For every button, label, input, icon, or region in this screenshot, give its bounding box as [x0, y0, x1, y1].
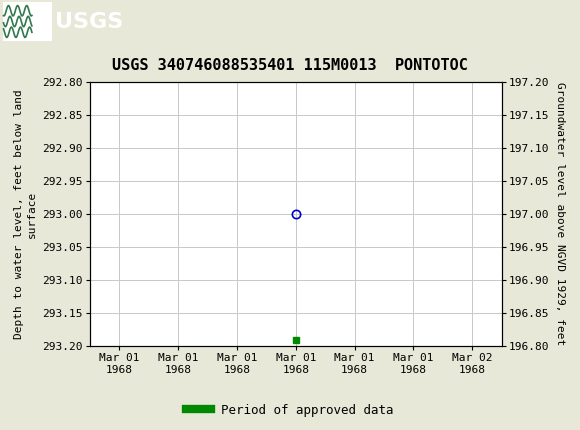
- Text: USGS 340746088535401 115M0013  PONTOTOC: USGS 340746088535401 115M0013 PONTOTOC: [112, 58, 468, 73]
- Y-axis label: Depth to water level, feet below land
surface: Depth to water level, feet below land su…: [14, 89, 37, 339]
- Bar: [3, 2, 52, 41]
- Text: USGS: USGS: [55, 12, 124, 31]
- Legend: Period of approved data: Period of approved data: [181, 399, 399, 421]
- Y-axis label: Groundwater level above NGVD 1929, feet: Groundwater level above NGVD 1929, feet: [554, 82, 565, 346]
